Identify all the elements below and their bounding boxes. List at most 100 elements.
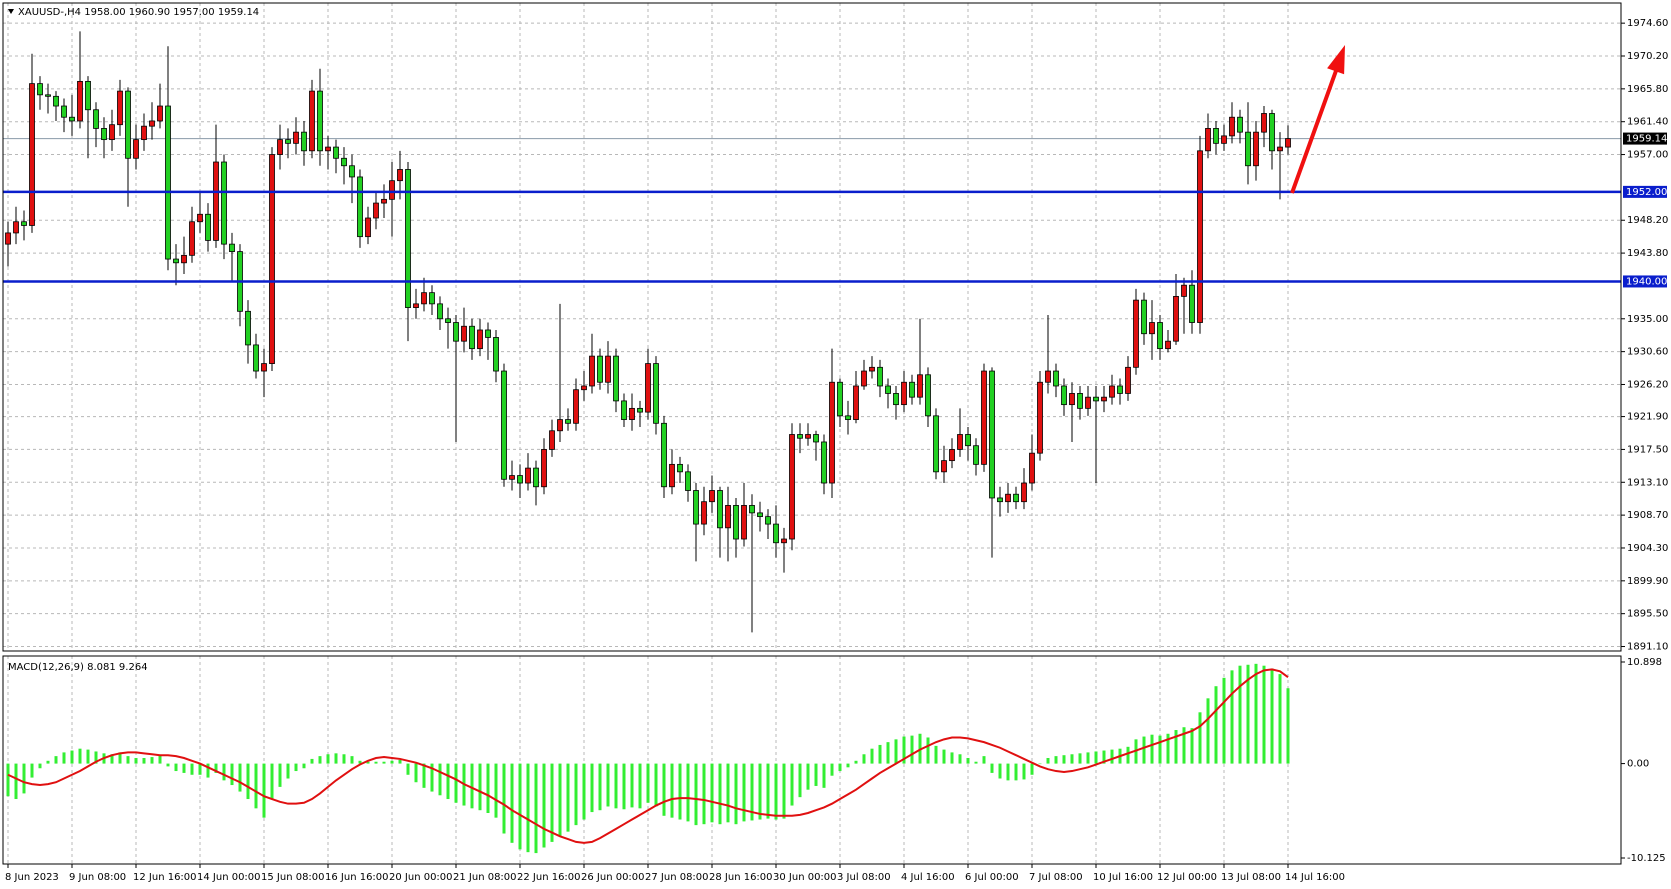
candle-body <box>509 475 515 480</box>
histogram-bar <box>326 754 330 764</box>
histogram-bar <box>222 763 226 781</box>
histogram-bar <box>302 763 306 769</box>
histogram-bar <box>1102 750 1106 764</box>
y-tick-label: 1904.30 <box>1627 543 1668 554</box>
candle-body <box>1069 393 1075 406</box>
x-tick-label: 3 Jul 08:00 <box>837 872 891 883</box>
menu-triangle <box>8 9 14 14</box>
x-tick-label: 12 Jun 16:00 <box>133 872 197 883</box>
candle-body <box>565 419 571 424</box>
histogram-bar <box>294 763 298 772</box>
histogram-bar <box>606 763 610 807</box>
histogram-bar <box>662 763 666 816</box>
candle-body <box>1133 299 1139 368</box>
candle-body <box>269 154 275 364</box>
histogram-bar <box>318 756 322 764</box>
histogram-bar <box>838 763 842 772</box>
histogram-bar <box>1006 763 1010 781</box>
histogram-bar <box>1246 664 1250 764</box>
histogram-bar <box>710 763 714 823</box>
candle-body <box>989 370 995 499</box>
x-tick-label: 21 Jun 08:00 <box>453 872 517 883</box>
histogram-bar <box>502 763 506 834</box>
y-tick-label: 1948.20 <box>1627 215 1668 226</box>
candle-body <box>933 415 939 473</box>
histogram-bar <box>598 763 602 811</box>
histogram-bar <box>774 763 778 820</box>
price-panel-frame <box>2 2 1622 652</box>
candle-body <box>229 243 235 252</box>
signal-line <box>7 668 1289 844</box>
candle-body <box>757 512 763 518</box>
histogram-bar <box>166 763 170 767</box>
histogram-bar <box>982 756 986 764</box>
y-tick-label: 1895.50 <box>1627 609 1668 620</box>
candle-body <box>1013 493 1019 503</box>
histogram-bar <box>1166 733 1170 764</box>
x-tick-label: 30 Jun 00:00 <box>773 872 837 883</box>
histogram-bar <box>1070 754 1074 764</box>
candle-body <box>69 116 75 122</box>
y-tick-label: 1913.10 <box>1627 477 1668 488</box>
candle-body <box>893 393 899 406</box>
histogram-bar <box>46 760 50 764</box>
candle-body <box>597 355 603 383</box>
histogram-bar <box>558 763 562 837</box>
candle-body <box>493 337 499 372</box>
histogram-bar <box>718 763 722 825</box>
histogram-bar <box>862 754 866 764</box>
candle-body <box>1141 299 1147 335</box>
candle-body <box>365 217 371 238</box>
candle-body <box>21 221 27 226</box>
candle-body <box>421 292 427 305</box>
candle-body <box>381 198 387 204</box>
candle-body <box>765 516 771 525</box>
histogram-bar <box>1022 763 1026 780</box>
histogram-bar <box>590 763 594 813</box>
candle-body <box>717 490 723 529</box>
x-tick-label: 28 Jun 16:00 <box>709 872 773 883</box>
candle-body <box>549 430 555 450</box>
arrow-head <box>1327 45 1345 75</box>
candle-body <box>533 467 539 488</box>
histogram-bar <box>958 754 962 764</box>
histogram-bar <box>1158 735 1162 764</box>
histogram-bar <box>1126 746 1130 764</box>
histogram-bar <box>654 763 658 807</box>
histogram-bar <box>350 756 354 764</box>
candle-body <box>437 303 443 320</box>
level-label: 1952.00 <box>1626 187 1667 198</box>
candle-body <box>13 221 19 234</box>
candle-body <box>1077 393 1083 409</box>
histogram-bar <box>374 761 378 764</box>
histogram-bar <box>830 763 834 776</box>
histogram-bar <box>254 763 258 809</box>
candle-body <box>573 389 579 424</box>
current-price-box <box>1623 132 1667 145</box>
histogram-bar <box>206 763 210 778</box>
candle-body <box>949 449 955 462</box>
candle-body <box>429 292 435 305</box>
candle-body <box>781 538 787 544</box>
candle-body <box>909 381 915 398</box>
candle-body <box>285 139 291 144</box>
histogram-bar <box>1174 730 1178 764</box>
candle-body <box>277 139 283 155</box>
candle-body <box>109 124 115 141</box>
candle-body <box>181 254 187 264</box>
y-tick-label: 1965.80 <box>1627 84 1668 95</box>
histogram-bar <box>382 761 386 764</box>
candle-body <box>85 80 91 111</box>
level-label: 1940.00 <box>1626 276 1667 287</box>
y-tick-label: 0.00 <box>1627 759 1649 770</box>
histogram-bar <box>550 763 554 842</box>
x-tick-label: 9 Jun 08:00 <box>69 872 126 883</box>
candle-body <box>61 105 67 118</box>
histogram-bar <box>622 763 626 810</box>
histogram-bar <box>446 763 450 800</box>
candle-body <box>709 490 715 503</box>
candle-body <box>301 131 307 152</box>
histogram-bar <box>390 760 394 764</box>
histogram-bar <box>1014 763 1018 781</box>
candle-body <box>1109 385 1115 398</box>
